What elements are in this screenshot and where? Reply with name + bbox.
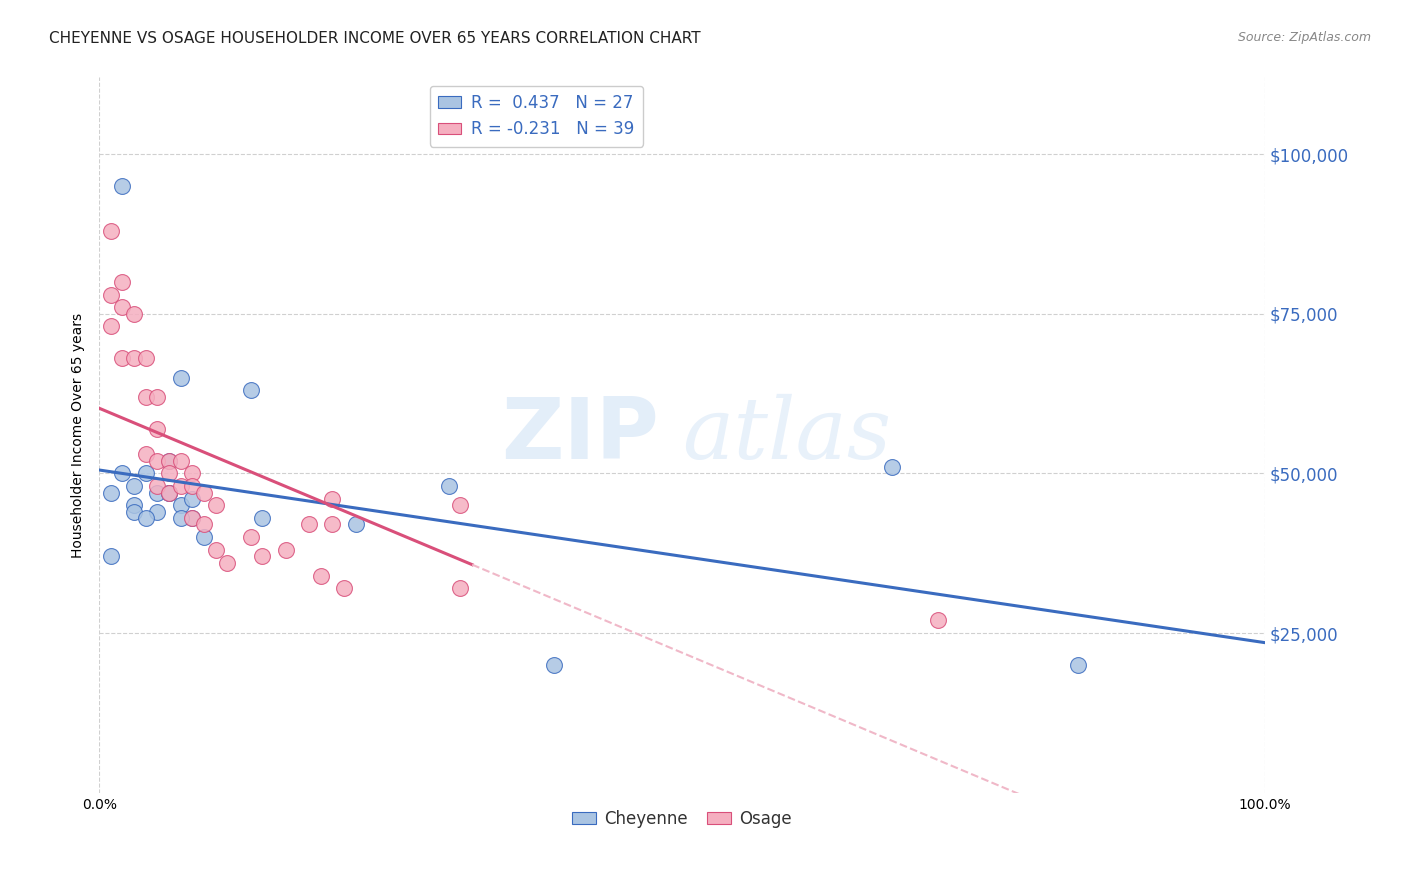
Point xyxy=(181,467,204,481)
Point xyxy=(100,319,122,334)
Point xyxy=(146,422,169,436)
Point xyxy=(135,390,157,404)
Point xyxy=(298,517,321,532)
Point xyxy=(450,582,472,596)
Point xyxy=(193,530,215,544)
Text: Source: ZipAtlas.com: Source: ZipAtlas.com xyxy=(1237,31,1371,45)
Point xyxy=(543,657,565,672)
Point xyxy=(157,453,180,467)
Text: CHEYENNE VS OSAGE HOUSEHOLDER INCOME OVER 65 YEARS CORRELATION CHART: CHEYENNE VS OSAGE HOUSEHOLDER INCOME OVE… xyxy=(49,31,700,46)
Point xyxy=(157,453,180,467)
Point xyxy=(450,498,472,512)
Point xyxy=(157,485,180,500)
Point xyxy=(309,568,332,582)
Point xyxy=(122,479,145,493)
Point xyxy=(170,370,193,384)
Point xyxy=(146,453,169,467)
Point xyxy=(111,467,134,481)
Point xyxy=(321,517,343,532)
Point xyxy=(135,351,157,366)
Point xyxy=(274,543,297,558)
Point xyxy=(193,517,215,532)
Point xyxy=(252,549,274,564)
Point xyxy=(100,287,122,301)
Point xyxy=(344,517,367,532)
Point xyxy=(217,556,239,570)
Point xyxy=(111,275,134,289)
Point xyxy=(100,224,122,238)
Point xyxy=(146,505,169,519)
Point xyxy=(204,543,226,558)
Point xyxy=(1067,657,1090,672)
Point xyxy=(181,479,204,493)
Point xyxy=(252,511,274,525)
Point xyxy=(181,511,204,525)
Point xyxy=(170,453,193,467)
Point xyxy=(122,498,145,512)
Point xyxy=(170,498,193,512)
Point xyxy=(146,390,169,404)
Point xyxy=(111,179,134,194)
Point xyxy=(193,485,215,500)
Point xyxy=(122,505,145,519)
Legend: Cheyenne, Osage: Cheyenne, Osage xyxy=(565,803,799,834)
Point xyxy=(170,479,193,493)
Point xyxy=(111,351,134,366)
Y-axis label: Householder Income Over 65 years: Householder Income Over 65 years xyxy=(72,312,86,558)
Point xyxy=(157,485,180,500)
Text: ZIP: ZIP xyxy=(501,393,658,476)
Point xyxy=(146,479,169,493)
Point xyxy=(170,511,193,525)
Point xyxy=(157,485,180,500)
Point xyxy=(100,485,122,500)
Point xyxy=(181,511,204,525)
Point xyxy=(157,467,180,481)
Point xyxy=(122,351,145,366)
Point xyxy=(437,479,460,493)
Point xyxy=(880,460,903,475)
Point xyxy=(239,384,262,398)
Point xyxy=(111,301,134,315)
Point xyxy=(321,491,343,506)
Point xyxy=(135,447,157,461)
Point xyxy=(100,549,122,564)
Point xyxy=(135,467,157,481)
Point xyxy=(927,613,949,627)
Point xyxy=(333,582,356,596)
Point xyxy=(239,530,262,544)
Point xyxy=(181,491,204,506)
Point xyxy=(146,485,169,500)
Point xyxy=(135,511,157,525)
Text: atlas: atlas xyxy=(682,393,891,476)
Point xyxy=(204,498,226,512)
Point xyxy=(122,307,145,321)
